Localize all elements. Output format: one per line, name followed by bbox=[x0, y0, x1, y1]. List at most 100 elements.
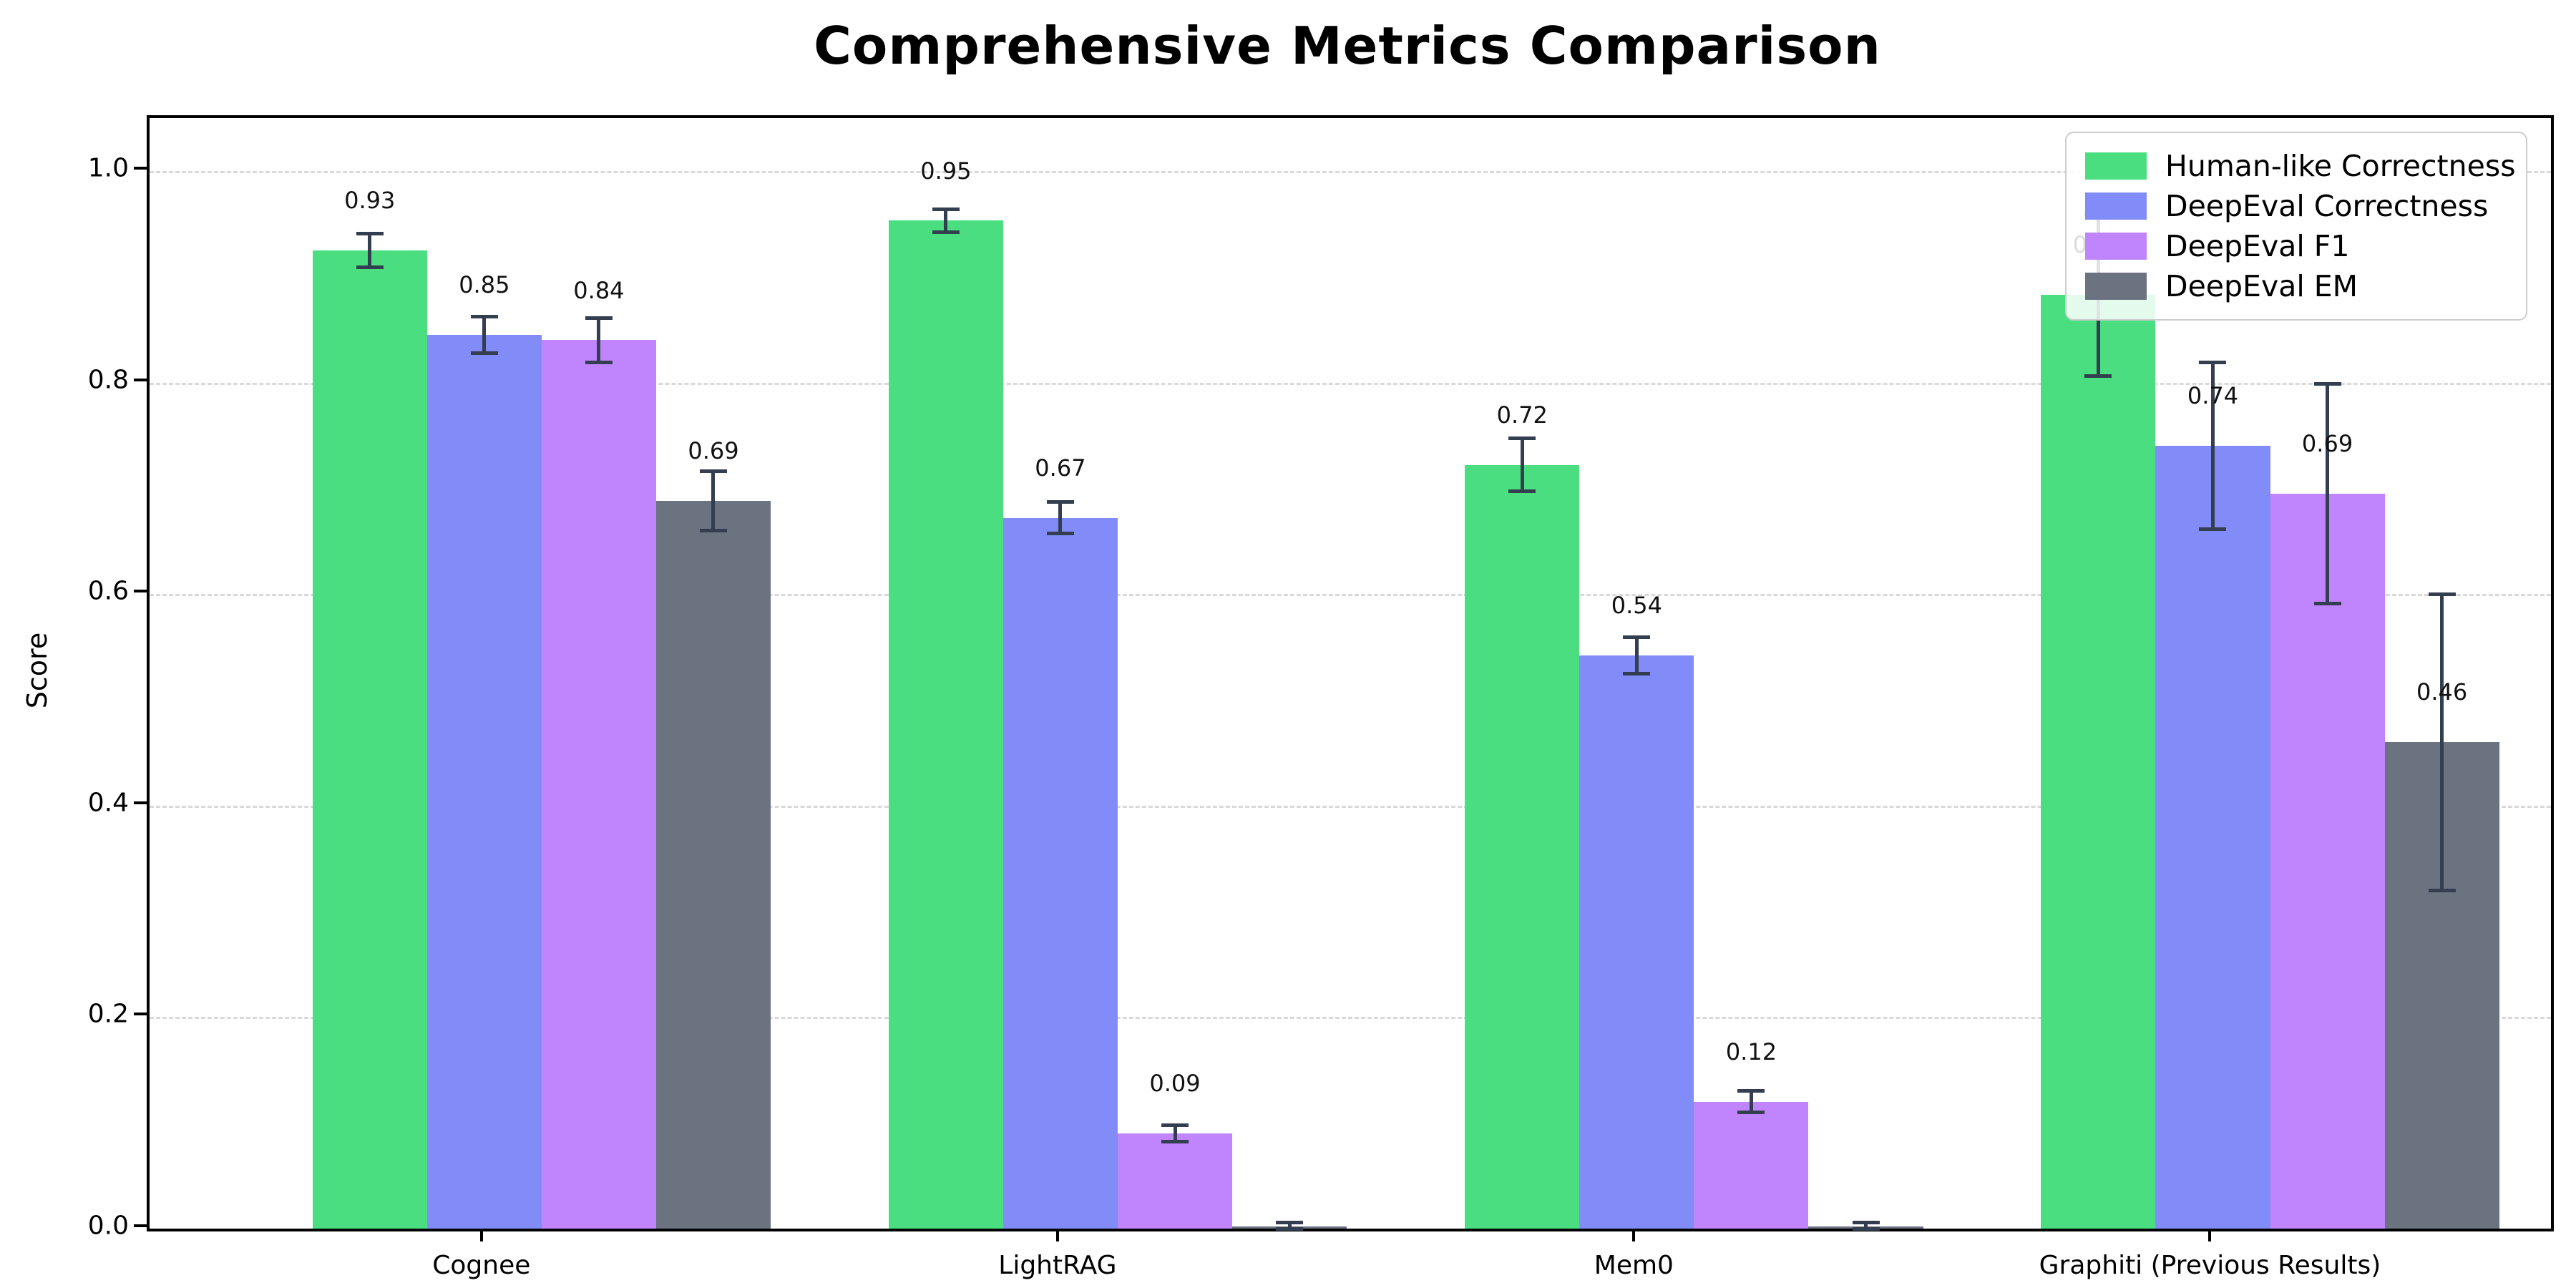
error-bar bbox=[1864, 1222, 1868, 1229]
y-gridline bbox=[150, 1017, 2551, 1020]
error-bar-cap bbox=[1161, 1140, 1189, 1144]
error-bar bbox=[1173, 1125, 1177, 1142]
y-tick-label: 0.4 bbox=[87, 788, 129, 818]
error-bar-cap bbox=[1161, 1123, 1189, 1127]
bar-value-label: 0.54 bbox=[1611, 592, 1662, 620]
bar-human-like-correctness bbox=[2041, 294, 2156, 1229]
error-bar-cap bbox=[1852, 1220, 1880, 1224]
y-tick-mark bbox=[134, 801, 147, 804]
y-tick-label: 0.6 bbox=[87, 576, 129, 606]
bar-value-label: 0.95 bbox=[920, 157, 972, 185]
legend-item: DeepEval F1 bbox=[2085, 226, 2507, 266]
error-bar-cap bbox=[2313, 381, 2341, 386]
error-bar bbox=[482, 316, 487, 353]
y-gridline bbox=[150, 594, 2551, 597]
chart-title: Comprehensive Metrics Comparison bbox=[814, 16, 1881, 76]
legend-item: DeepEval Correctness bbox=[2085, 186, 2507, 226]
bar-human-like-correctness bbox=[1465, 464, 1580, 1229]
error-bar bbox=[368, 233, 372, 268]
error-bar bbox=[944, 209, 948, 233]
error-bar-cap bbox=[1623, 635, 1651, 640]
y-tick-mark bbox=[134, 1013, 147, 1016]
error-bar bbox=[711, 471, 716, 531]
error-bar bbox=[2210, 362, 2215, 530]
x-tick-mark bbox=[1632, 1229, 1636, 1241]
error-bar-cap bbox=[1623, 671, 1651, 675]
x-tick-mark bbox=[479, 1229, 483, 1241]
bar-value-label: 0.12 bbox=[1725, 1038, 1777, 1065]
bar-human-like-correctness bbox=[888, 220, 1003, 1229]
error-bar-cap bbox=[356, 231, 384, 235]
y-tick-mark bbox=[134, 590, 147, 593]
bar-value-label: 0.69 bbox=[688, 437, 739, 465]
error-bar-cap bbox=[2084, 374, 2112, 379]
legend-label: DeepEval Correctness bbox=[2165, 189, 2489, 223]
bar-value-label: 0.74 bbox=[2187, 382, 2239, 410]
error-bar-cap bbox=[699, 528, 727, 532]
legend-item: DeepEval EM bbox=[2085, 266, 2507, 306]
error-bar-cap bbox=[585, 316, 613, 320]
error-bar-cap bbox=[2313, 601, 2341, 605]
bar-value-label: 0.93 bbox=[344, 186, 396, 214]
bar-deepeval-em bbox=[655, 501, 771, 1229]
error-bar bbox=[1287, 1222, 1292, 1229]
error-bar bbox=[2440, 594, 2444, 890]
error-bar-cap bbox=[1508, 436, 1536, 441]
bar-deepeval-correctness bbox=[1002, 517, 1118, 1229]
error-bar-cap bbox=[2428, 592, 2456, 596]
y-gridline bbox=[150, 805, 2551, 808]
y-gridline bbox=[150, 170, 2551, 173]
bar-value-label: 0.46 bbox=[2416, 678, 2468, 706]
bar-value-label: 0.72 bbox=[1496, 401, 1548, 429]
x-tick-mark bbox=[1055, 1229, 1059, 1241]
bar-value-label: 0.09 bbox=[1149, 1070, 1201, 1098]
error-bar-cap bbox=[1046, 532, 1074, 536]
y-tick-mark bbox=[134, 166, 147, 170]
error-bar-cap bbox=[1276, 1226, 1304, 1231]
y-tick-label: 0.0 bbox=[87, 1211, 129, 1241]
y-tick-label: 1.0 bbox=[87, 153, 129, 183]
error-bar-cap bbox=[932, 207, 960, 211]
y-gridline bbox=[150, 382, 2551, 385]
legend-swatch-icon bbox=[2085, 152, 2147, 180]
error-bar bbox=[1634, 637, 1639, 673]
error-bar-cap bbox=[699, 469, 727, 474]
y-tick-label: 0.2 bbox=[87, 999, 129, 1029]
legend-item: Human-like Correctness bbox=[2085, 146, 2516, 186]
error-bar-cap bbox=[1508, 489, 1536, 494]
legend-label: DeepEval F1 bbox=[2165, 229, 2350, 263]
error-bar-cap bbox=[585, 360, 613, 364]
error-bar-cap bbox=[470, 315, 498, 319]
error-bar-cap bbox=[2199, 527, 2227, 532]
y-tick-label: 0.8 bbox=[87, 365, 129, 395]
error-bar-cap bbox=[1737, 1089, 1765, 1093]
error-bar bbox=[597, 318, 601, 363]
y-tick-mark bbox=[134, 378, 147, 381]
bar-deepeval-f1 bbox=[2270, 493, 2385, 1229]
bar-deepeval-f1 bbox=[1694, 1101, 1809, 1229]
x-tick-label-graphiti-previous-results-: Graphiti (Previous Results) bbox=[2039, 1251, 2381, 1280]
y-axis-label: Score bbox=[21, 632, 53, 709]
bar-deepeval-correctness bbox=[426, 335, 542, 1229]
bar-value-label: 0.69 bbox=[2301, 429, 2353, 457]
error-bar-cap bbox=[1276, 1220, 1304, 1224]
error-bar bbox=[2326, 384, 2330, 604]
x-tick-label-cognee: Cognee bbox=[432, 1251, 531, 1280]
error-bar-cap bbox=[470, 351, 498, 355]
error-bar-cap bbox=[932, 230, 960, 235]
x-tick-mark bbox=[2208, 1229, 2212, 1241]
bar-deepeval-f1 bbox=[541, 340, 656, 1229]
error-bar-cap bbox=[1046, 500, 1074, 504]
error-bar-cap bbox=[356, 265, 384, 269]
y-tick-mark bbox=[134, 1224, 147, 1227]
error-bar-cap bbox=[1852, 1226, 1880, 1231]
legend-swatch-icon bbox=[2085, 273, 2147, 300]
error-bar bbox=[1520, 438, 1524, 492]
legend-swatch-icon bbox=[2085, 192, 2147, 220]
bar-human-like-correctness bbox=[312, 250, 427, 1229]
bar-deepeval-correctness bbox=[1579, 655, 1694, 1229]
bar-deepeval-f1 bbox=[1117, 1133, 1233, 1229]
legend-label: DeepEval EM bbox=[2165, 269, 2358, 303]
bar-value-label: 0.67 bbox=[1035, 454, 1086, 482]
